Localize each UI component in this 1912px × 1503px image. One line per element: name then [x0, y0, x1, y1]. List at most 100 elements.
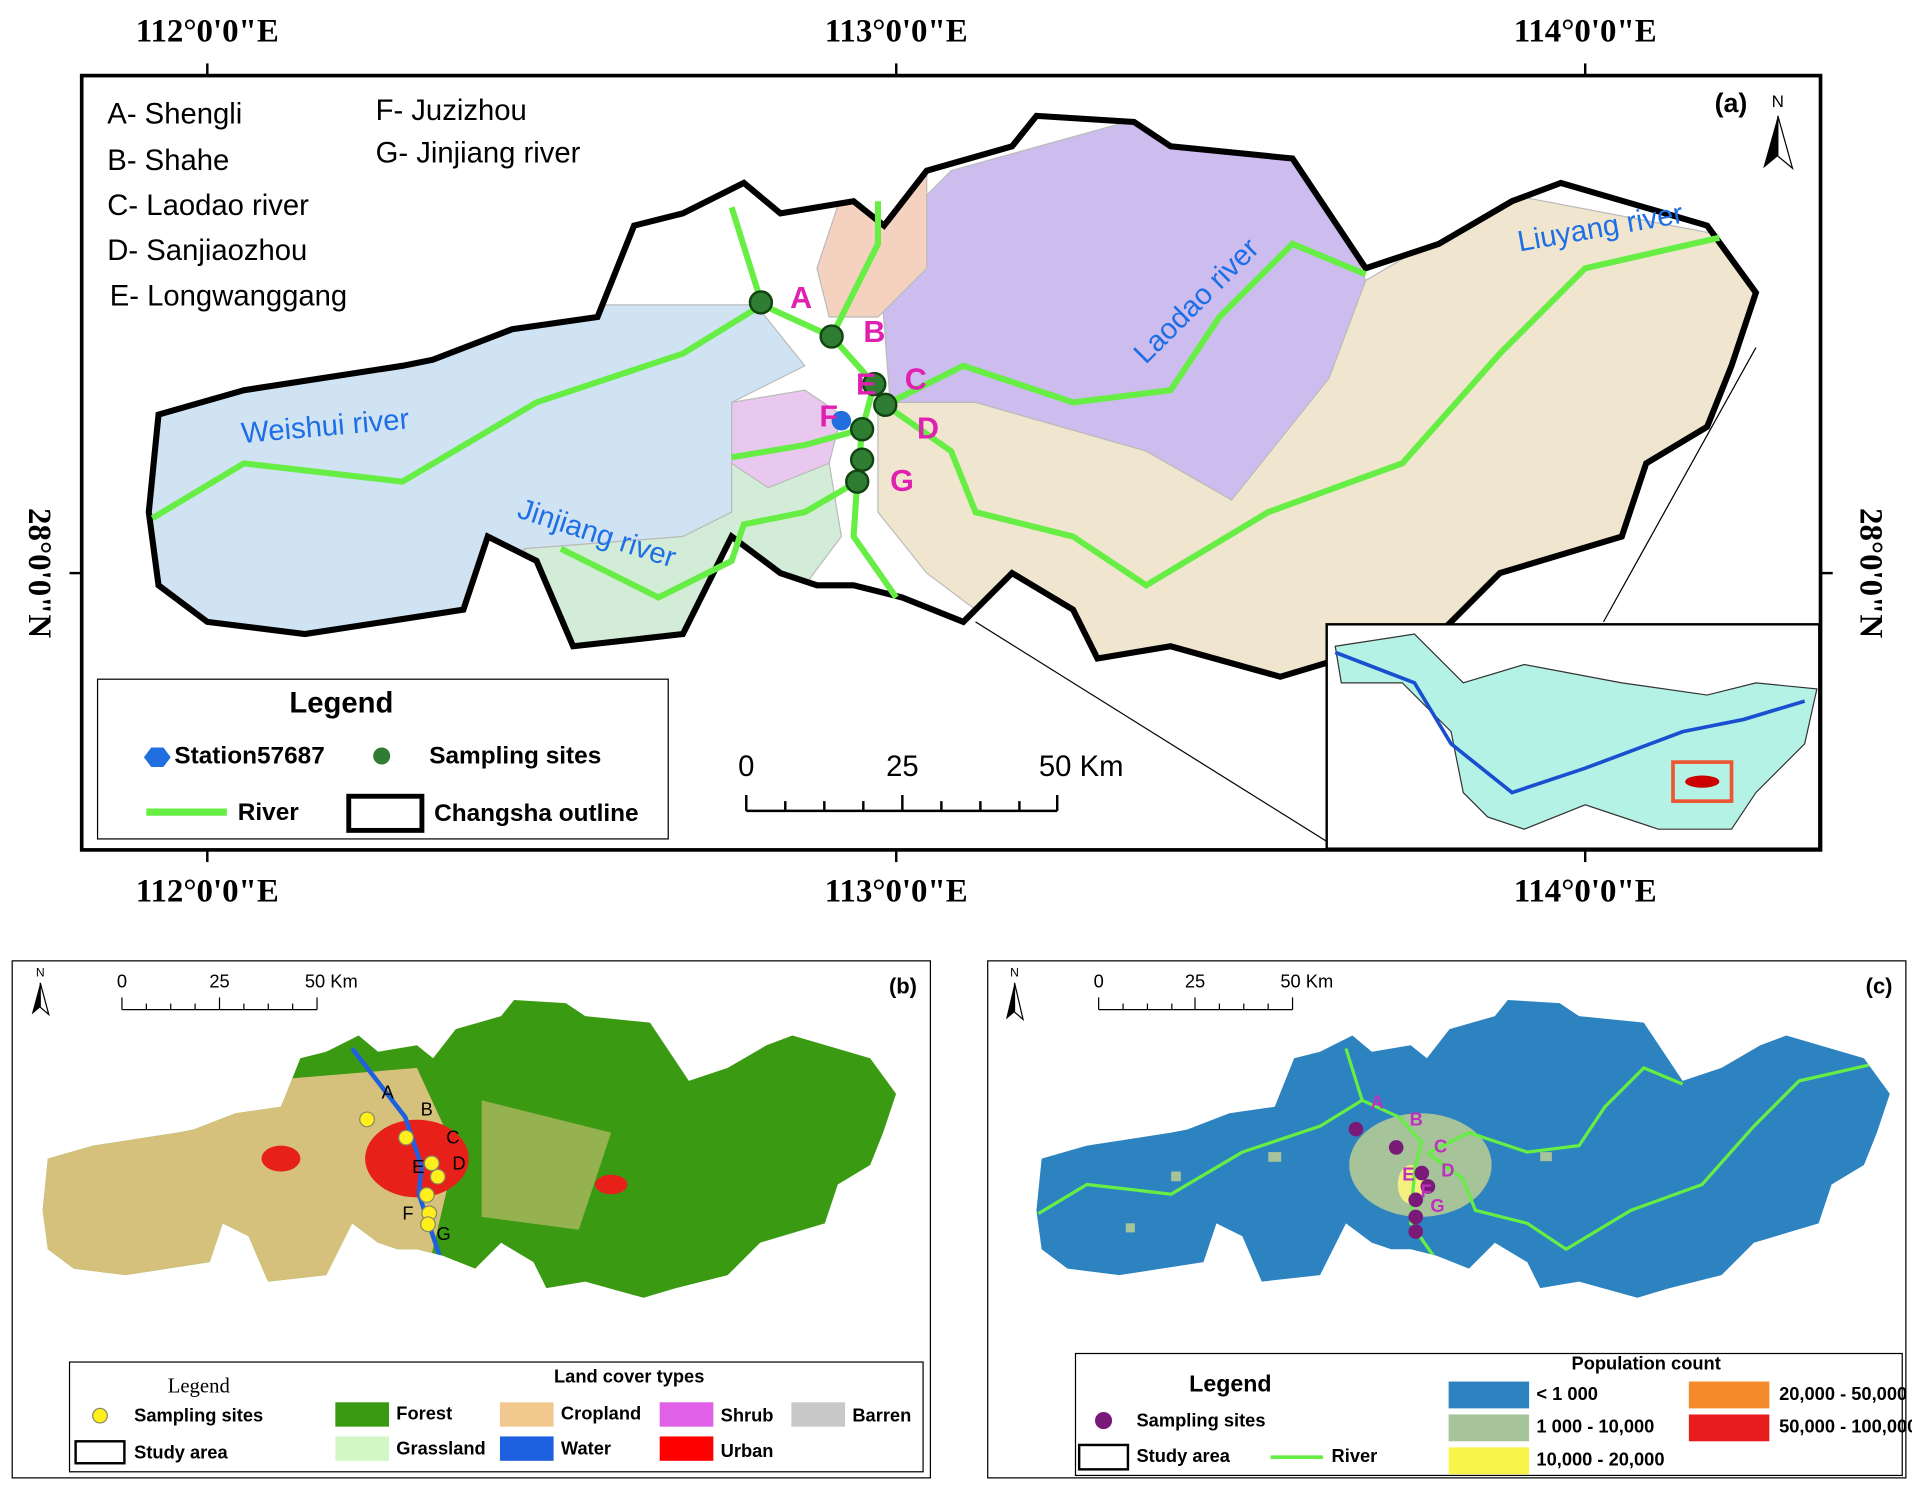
scale-label: 0: [1094, 971, 1104, 992]
legend-swatch: [346, 793, 425, 833]
legend-item: Sampling sites: [1136, 1410, 1265, 1431]
site-list-item: B- Shahe: [107, 145, 229, 177]
legend-swatch: [499, 1402, 554, 1427]
site-label: B: [863, 315, 885, 349]
legend-item: Cropland: [561, 1402, 641, 1423]
legend-swatch: [1095, 1412, 1113, 1430]
lon-label: 114°0'0"E: [1514, 14, 1657, 50]
lon-label: 112°0'0"E: [136, 14, 279, 50]
site-list-item: F- Juzizhou: [376, 95, 527, 127]
legend-title: Land cover types: [554, 1366, 704, 1387]
scale-label: 0: [738, 751, 754, 783]
site-label: D: [452, 1152, 465, 1173]
site-label: E: [1402, 1163, 1414, 1184]
panel-a: A B C D E F G Weishui river Jinjiang riv…: [21, 14, 1888, 910]
legend-item: 20,000 - 50,000: [1779, 1383, 1907, 1404]
legend-swatch: [1688, 1414, 1770, 1442]
legend-title: Population count: [1572, 1352, 1721, 1373]
north-arrow: [1777, 115, 1794, 170]
site-list-item: C- Laodao river: [107, 190, 309, 222]
sampling-sites: [748, 290, 898, 494]
inset-leader: [975, 621, 1328, 842]
legend-swatch: [373, 747, 391, 765]
lon-label: 113°0'0"E: [825, 873, 968, 909]
legend-swatch: [1448, 1381, 1530, 1409]
legend-title: Legend: [1189, 1370, 1271, 1396]
legend-item: Grassland: [396, 1438, 485, 1459]
station: [831, 410, 852, 431]
site-label: C: [1434, 1135, 1447, 1156]
legend-item: < 1 000: [1536, 1383, 1598, 1404]
site-label: G: [890, 464, 914, 498]
graticule-ticks: [69, 63, 1833, 863]
lon-label: 113°0'0"E: [825, 14, 968, 50]
site-label: A: [1371, 1091, 1384, 1112]
site-list-item: E- Longwanggang: [110, 280, 347, 312]
scale-bar: [121, 997, 318, 1011]
legend-item: 10,000 - 20,000: [1536, 1449, 1664, 1470]
site-label: F: [402, 1202, 413, 1223]
site-label: F: [819, 399, 838, 433]
legend-item: Sampling sites: [134, 1405, 263, 1426]
site-label: D: [917, 411, 939, 445]
legend-swatch: [659, 1436, 714, 1461]
scale-label: 25: [209, 971, 229, 992]
legend-swatch: [1688, 1381, 1770, 1409]
panel-label: (b): [889, 973, 917, 998]
site-list-item: D- Sanjiaozhou: [107, 235, 307, 267]
north-arrow: [1013, 982, 1025, 1022]
scale-bar: [1098, 997, 1294, 1011]
site-label: A: [790, 281, 812, 315]
scale-label: 50 Km: [1039, 751, 1124, 783]
site-label: A: [382, 1082, 395, 1103]
legend-item: Sampling sites: [429, 743, 601, 770]
legend-item: River: [238, 799, 299, 826]
site-list-item: G- Jinjiang river: [376, 138, 581, 170]
site-label: D: [1441, 1160, 1454, 1181]
legend-swatch: [659, 1402, 714, 1427]
site-label: C: [905, 363, 927, 397]
legend-swatch: [1448, 1447, 1530, 1475]
legend-item: Study area: [134, 1441, 228, 1462]
inset-area: [1685, 775, 1720, 788]
north-label: N: [1010, 965, 1019, 979]
north-arrow: [1005, 982, 1015, 1020]
site-list-item: A- Shengli: [107, 99, 242, 131]
site-label: G: [437, 1223, 451, 1244]
scale-label: 25: [886, 751, 919, 783]
legend-swatch: [143, 747, 171, 767]
legend-item: Urban: [721, 1440, 774, 1461]
scale-label: 0: [117, 971, 127, 992]
site-label: G: [1430, 1195, 1444, 1216]
panel-label: (a): [1715, 88, 1748, 118]
legend-swatch: [92, 1407, 108, 1424]
sampling-sites: [1348, 1121, 1436, 1239]
site-label: B: [1410, 1108, 1423, 1129]
site-label: F: [1421, 1180, 1432, 1201]
inset-leader: [1602, 347, 1757, 623]
legend-item: 50,000 - 100,000: [1779, 1416, 1912, 1437]
legend-item: Shrub: [721, 1405, 774, 1426]
legend-item: Changsha outline: [434, 800, 639, 827]
lat-label: 28°0'0"N: [21, 508, 57, 638]
lat-label: 28°0'0"N: [1853, 508, 1889, 638]
north-label: N: [1772, 92, 1784, 111]
legend-swatch: [74, 1440, 126, 1465]
legend-item: Study area: [1136, 1445, 1230, 1466]
legend-item: 1 000 - 10,000: [1536, 1416, 1654, 1437]
north-arrow: [39, 982, 50, 1017]
site-label: E: [412, 1156, 424, 1177]
legend-item: Forest: [396, 1402, 452, 1423]
legend-swatch: [499, 1436, 554, 1461]
scale-bar: [745, 795, 1059, 813]
legend-swatch: [335, 1436, 389, 1461]
legend-item: Station57687: [174, 743, 324, 770]
panel-c: A B C D E F G (c) N 0 25 50 Km Legend Sa…: [987, 960, 1912, 1479]
legend-swatch: [1448, 1414, 1530, 1442]
legend-swatch: [1077, 1443, 1130, 1471]
legend-swatch: [791, 1402, 846, 1427]
site-label: E: [856, 368, 876, 402]
legend-item: River: [1332, 1445, 1378, 1466]
legend-item: Barren: [852, 1405, 911, 1426]
